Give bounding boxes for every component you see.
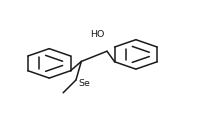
Text: HO: HO [90,30,105,39]
Text: Se: Se [79,79,91,88]
